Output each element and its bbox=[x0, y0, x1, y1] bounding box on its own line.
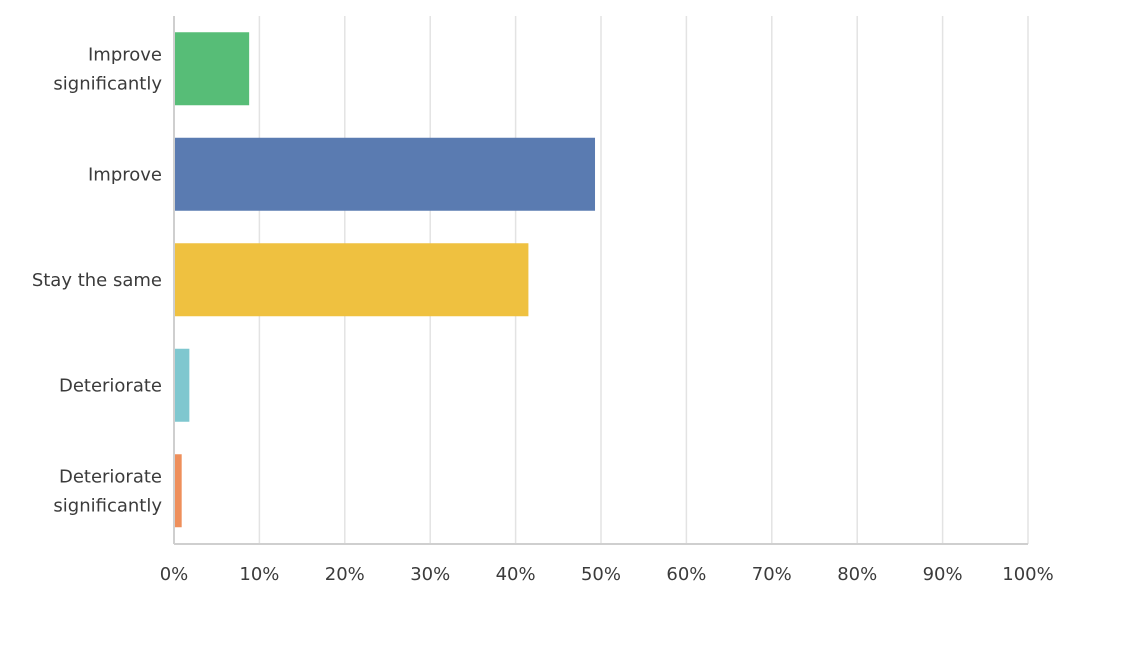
x-tick-label: 100% bbox=[1002, 564, 1053, 585]
bar-4 bbox=[174, 454, 182, 528]
x-tick-label: 80% bbox=[837, 564, 877, 585]
bar-2 bbox=[174, 243, 529, 317]
x-tick-label: 30% bbox=[410, 564, 450, 585]
gridlines bbox=[258, 16, 1029, 544]
bar-3 bbox=[174, 348, 190, 422]
x-tick-labels: 0% 10% 20% 30% 40% 50% 60% 70% 80% 90% 100% bbox=[160, 564, 1054, 585]
x-tick-label: 90% bbox=[923, 564, 963, 585]
axes bbox=[173, 16, 1028, 545]
category-label: Improve bbox=[88, 164, 162, 185]
x-tick-label: 50% bbox=[581, 564, 621, 585]
category-label: significantly bbox=[53, 495, 162, 516]
bars bbox=[174, 32, 596, 528]
category-label: Deteriorate bbox=[59, 466, 162, 487]
category-label: Deteriorate bbox=[59, 375, 162, 396]
x-tick-label: 40% bbox=[496, 564, 536, 585]
x-tick-label: 70% bbox=[752, 564, 792, 585]
category-label: Improve bbox=[88, 44, 162, 65]
category-label: Stay the same bbox=[32, 270, 162, 291]
bar-1 bbox=[174, 137, 596, 211]
category-labels: Improve significantly Improve Stay the same… bbox=[32, 44, 163, 516]
category-label: significantly bbox=[53, 73, 162, 94]
bar-0 bbox=[174, 32, 250, 106]
x-tick-label: 0% bbox=[160, 564, 189, 585]
x-tick-label: 20% bbox=[325, 564, 365, 585]
x-tick-label: 10% bbox=[239, 564, 279, 585]
x-tick-label: 60% bbox=[666, 564, 706, 585]
